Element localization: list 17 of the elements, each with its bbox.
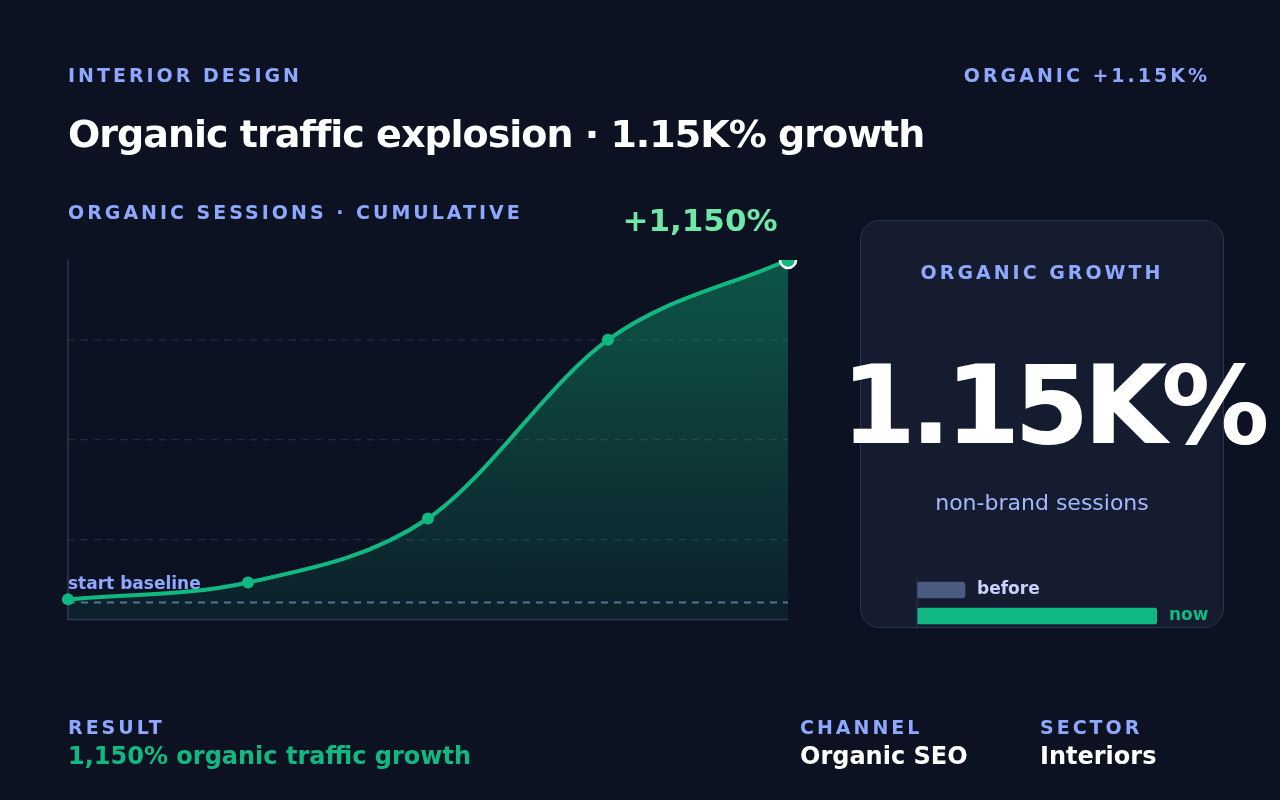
y-tick-label: before <box>977 578 1040 599</box>
text: non-brand sessions <box>934 490 1150 515</box>
chart-title: Organic traffic explosion · 1.15K% growth <box>68 112 925 156</box>
text: Organic SEO <box>800 742 968 770</box>
chart-subtitle: ORGANIC SESSIONS · CUMULATIVE <box>68 201 523 223</box>
text: ORGANIC +1.15K% <box>963 64 1210 86</box>
text: Interiors <box>1040 742 1157 770</box>
ref-line-label: start baseline <box>68 572 201 593</box>
text: CHANNEL <box>800 716 923 738</box>
y-tick-label: now <box>1169 604 1209 625</box>
text: INTERIOR DESIGN <box>68 64 303 86</box>
text: 1.15K% <box>841 343 1264 468</box>
text: +1,150% <box>622 201 778 238</box>
text: 1,150% organic traffic growth <box>68 742 471 770</box>
chart-title: ORGANIC GROWTH <box>919 261 1165 283</box>
text: RESULT <box>68 716 165 738</box>
text: SECTOR <box>1040 716 1143 738</box>
